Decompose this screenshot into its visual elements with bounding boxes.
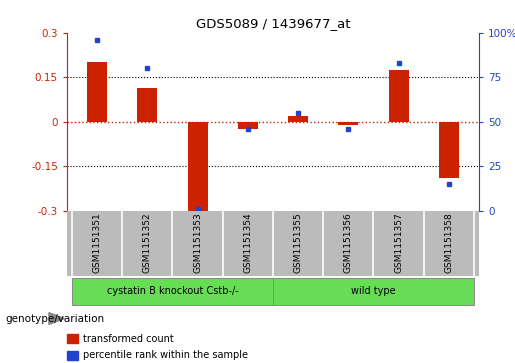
- Bar: [273, 278, 474, 305]
- Bar: [388, 70, 408, 122]
- Polygon shape: [49, 313, 64, 325]
- Bar: [439, 122, 459, 178]
- Bar: [67, 334, 78, 343]
- Text: GSM1151358: GSM1151358: [444, 212, 453, 273]
- Text: percentile rank within the sample: percentile rank within the sample: [83, 350, 248, 360]
- Bar: [72, 278, 273, 305]
- Bar: [187, 122, 208, 212]
- Text: genotype/variation: genotype/variation: [5, 314, 104, 323]
- Bar: [138, 87, 158, 122]
- Text: GSM1151352: GSM1151352: [143, 212, 152, 273]
- Text: GSM1151354: GSM1151354: [243, 212, 252, 273]
- Bar: [67, 351, 78, 360]
- Title: GDS5089 / 1439677_at: GDS5089 / 1439677_at: [196, 17, 350, 30]
- Text: GSM1151351: GSM1151351: [93, 212, 101, 273]
- Bar: [288, 116, 308, 122]
- Text: GSM1151353: GSM1151353: [193, 212, 202, 273]
- Text: GSM1151357: GSM1151357: [394, 212, 403, 273]
- Text: transformed count: transformed count: [83, 334, 174, 344]
- Text: cystatin B knockout Cstb-/-: cystatin B knockout Cstb-/-: [107, 286, 238, 296]
- Bar: [87, 62, 107, 122]
- Text: GSM1151356: GSM1151356: [344, 212, 353, 273]
- Text: wild type: wild type: [351, 286, 396, 296]
- Bar: [238, 122, 258, 129]
- Text: GSM1151355: GSM1151355: [294, 212, 303, 273]
- Bar: [338, 122, 358, 125]
